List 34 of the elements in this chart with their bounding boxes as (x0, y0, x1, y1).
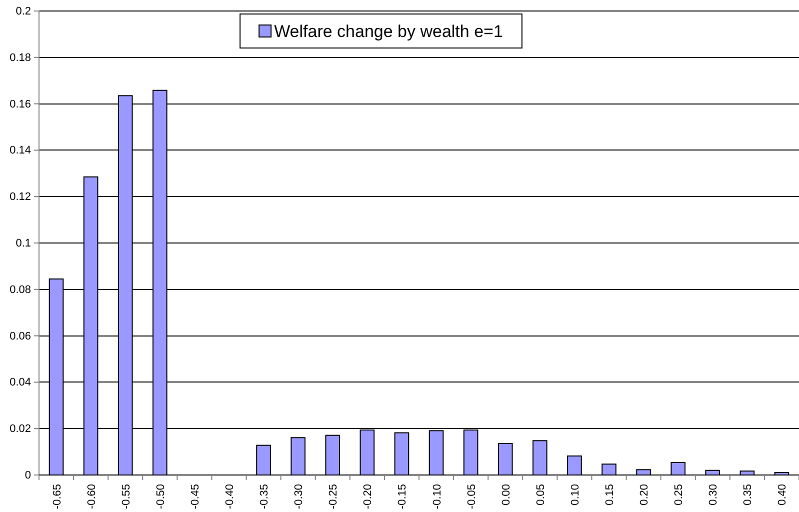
y-tick-label: 0.2 (16, 6, 31, 18)
x-tick-label: -0.45 (189, 484, 202, 510)
y-tick-label: 0.12 (10, 191, 31, 204)
x-tick-label: -0.60 (86, 484, 98, 510)
x-tick-label: 0.10 (569, 484, 582, 506)
x-tick-label: 0.00 (500, 484, 512, 506)
x-tick-label: -0.40 (224, 484, 236, 510)
y-tick-label: 0.18 (10, 52, 31, 64)
y-tick-label: 0.08 (10, 284, 31, 296)
y-tick-label: 0.06 (10, 330, 31, 342)
y-tick-label: 0.04 (10, 376, 31, 389)
y-tick-label: 0.02 (10, 423, 31, 436)
x-tick-label: 0.40 (776, 484, 789, 506)
y-tick-label: 0.16 (10, 98, 31, 110)
x-tick-label: -0.55 (120, 484, 132, 510)
x-tick-label: -0.15 (396, 484, 409, 510)
x-tick-label: -0.65 (51, 484, 64, 510)
x-tick-label: 0.05 (534, 484, 547, 506)
x-tick-label: 0.30 (708, 484, 720, 506)
x-tick-label: 0.35 (742, 484, 754, 506)
x-tick-label: -0.50 (154, 484, 167, 510)
x-tick-label: 0.20 (638, 484, 651, 506)
x-tick-label: -0.20 (362, 484, 374, 510)
x-tick-label: -0.05 (466, 484, 478, 510)
y-tick-label: 0 (24, 470, 31, 482)
y-tick-label: 0.14 (10, 144, 31, 157)
x-tick-label: 0.25 (673, 484, 686, 506)
legend-label: Welfare change by wealth e=1 (274, 22, 503, 41)
x-tick-label: -0.10 (431, 484, 444, 510)
x-tick-label: -0.35 (258, 484, 271, 510)
y-tick-label: 0.1 (16, 238, 31, 250)
x-tick-label: -0.25 (328, 484, 340, 510)
x-tick-label: -0.30 (293, 484, 306, 510)
x-tick-label: 0.15 (604, 484, 616, 506)
